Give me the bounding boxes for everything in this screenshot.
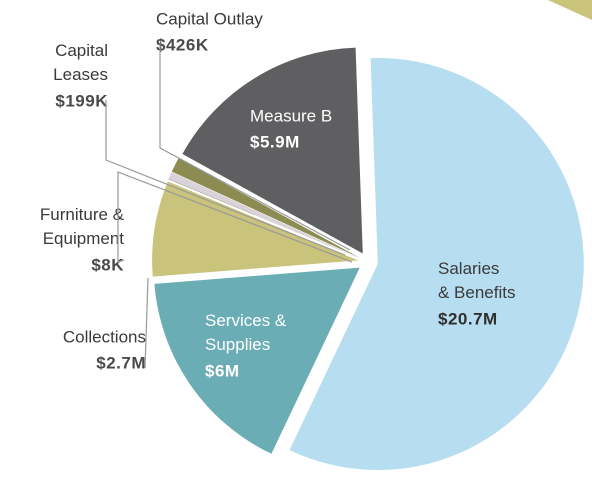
value-label: $20.7M [438, 309, 498, 328]
slice-label: Capital Outlay [156, 9, 263, 28]
value-label: $2.7M [96, 353, 146, 372]
pie-slice [168, 172, 359, 258]
decor-slice [548, 0, 592, 20]
pie-slice [182, 47, 363, 254]
pie-slice [289, 58, 584, 471]
value-label: $199K [55, 91, 108, 110]
value-label: $426K [156, 35, 209, 54]
leader-line [144, 277, 149, 369]
slice-label: Collections [63, 327, 146, 346]
slice-label: Measure B [250, 106, 332, 125]
slice-label: Furniture & Equipment [40, 205, 125, 248]
leader-line [117, 171, 353, 263]
leader-line [159, 44, 351, 251]
slice-label: Services & Supplies [205, 311, 287, 354]
value-label: $5.9M [250, 132, 300, 151]
slice-label: Salaries & Benefits [438, 259, 516, 302]
pie-slice [168, 178, 359, 259]
slice-label: Capital Leases [53, 41, 108, 84]
leader-line [105, 100, 346, 256]
pie-slice [154, 267, 360, 454]
value-label: $6M [205, 361, 240, 380]
pie-slice [171, 157, 360, 258]
value-label: $8K [91, 255, 124, 274]
